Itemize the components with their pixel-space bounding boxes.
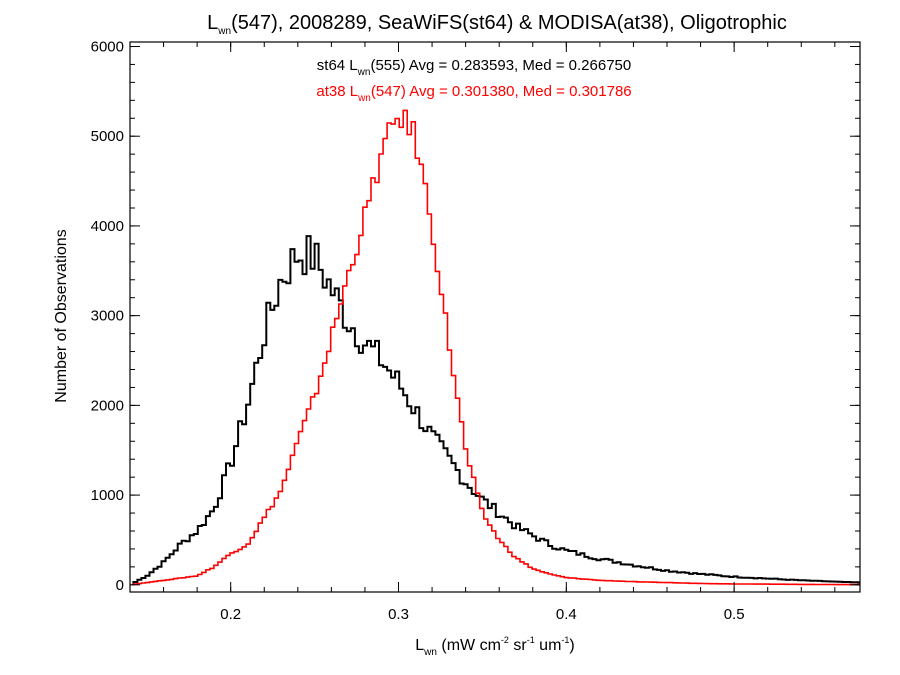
series-st64-line [132,235,860,585]
chart-title-sub: wn [217,26,231,37]
y-tick-label: 1000 [91,487,124,504]
series-layer [132,109,860,586]
y-tick-label: 5000 [91,128,124,145]
x-tick-label: 0.5 [724,606,745,623]
x-tick-label: 0.2 [220,606,241,623]
annotation-st64: st64 Lwn(555) Avg = 0.283593, Med = 0.26… [317,57,631,78]
y-axis-label: Number of Observations [53,229,70,402]
chart-title-rest: (547), 2008289, SeaWiFS(st64) & MODISA(a… [231,12,787,34]
y-tick-label: 3000 [91,308,124,325]
ticks-layer: 0.2 0.3 0.4 0.5 0 1000 2000 3000 4000 5000 6000 [91,38,860,623]
series-at38-line [132,109,860,586]
chart-title-main: L [207,12,218,34]
annotation-at38: at38 Lwn(547) Avg = 0.301380, Med = 0.30… [316,83,631,104]
annotations-layer: st64 Lwn(555) Avg = 0.283593, Med = 0.26… [316,57,631,104]
x-tick-label: 0.3 [388,606,409,623]
y-tick-label: 2000 [91,397,124,414]
y-tick-label: 4000 [91,218,124,235]
chart-title: Lwn(547), 2008289, SeaWiFS(st64) & MODIS… [207,12,787,37]
plot-frame [129,41,861,593]
y-tick-label: 0 [116,577,124,594]
x-axis-label: Lwn (mW cm-2 sr-1 um-1) [415,635,575,658]
y-tick-label: 6000 [91,38,124,55]
x-tick-label: 0.4 [556,606,577,623]
